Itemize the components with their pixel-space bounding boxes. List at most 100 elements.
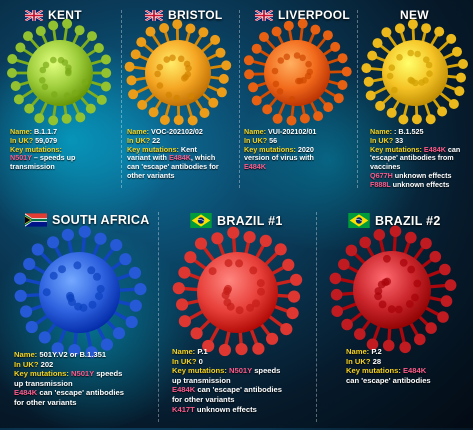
in-uk-value: 56 xyxy=(269,136,277,145)
name-value: : B.1.525 xyxy=(394,127,424,136)
in-uk-row: In UK? 0 xyxy=(172,357,317,367)
virus-illustration-brazil-2 xyxy=(327,225,457,360)
key-mutations-label: Key mutations: xyxy=(10,145,62,154)
mutation-code: K417T xyxy=(172,405,195,414)
key-mutations-label: Key mutations: xyxy=(127,145,179,154)
mutation-code: Q677H xyxy=(370,171,393,180)
name-value: P.2 xyxy=(371,347,381,356)
name-value: VUI-202102/01 xyxy=(268,127,316,136)
key-mutations-row: Key mutations: N501Y speeds xyxy=(172,366,317,376)
in-uk-value: 28 xyxy=(373,357,381,366)
in-uk-label: In UK? xyxy=(244,136,267,145)
key-mutations-label: Key mutations: xyxy=(14,369,69,378)
mutation-text: can 'escape' antibodies xyxy=(346,376,431,385)
mutation-line: F888L unknown effects xyxy=(370,181,472,190)
mutation-line: K417T unknown effects xyxy=(172,405,317,415)
mutation-text: unknown effects xyxy=(393,171,452,180)
in-uk-label: In UK? xyxy=(346,357,370,366)
name-label: Name: xyxy=(244,127,266,136)
mutation-text: , which xyxy=(191,153,215,162)
in-uk-label: In UK? xyxy=(370,136,393,145)
in-uk-value: 33 xyxy=(395,136,403,145)
name-label: Name: xyxy=(14,350,37,359)
name-row: Name: P.2 xyxy=(346,347,472,357)
name-label: Name: xyxy=(172,347,195,356)
mutation-text: vaccines xyxy=(370,162,400,171)
virus-illustration-kent xyxy=(5,18,115,133)
mutation-text: can xyxy=(448,145,460,154)
mutation-line: E484K can 'escape' antibodies xyxy=(172,385,317,395)
divider-3 xyxy=(357,10,359,188)
mutation-code: N501Y xyxy=(229,366,252,375)
divider-2 xyxy=(239,10,241,188)
name-value: B.1.1.7 xyxy=(34,127,57,136)
mutation-line: transmission xyxy=(10,163,120,172)
mutation-line: for other variants xyxy=(172,395,317,405)
virus-illustration-brazil-1 xyxy=(170,225,305,365)
name-value: P.1 xyxy=(197,347,207,356)
in-uk-row: In UK? 202 xyxy=(14,360,159,370)
name-label: Name: xyxy=(370,127,392,136)
in-uk-value: 59,079 xyxy=(35,136,57,145)
mutation-text: unknown effects xyxy=(195,405,257,414)
mutation-text: 'escape' antibodies from xyxy=(370,153,454,162)
name-row: Name: 501Y.V2 or B.1.351 xyxy=(14,350,159,360)
mutation-line: E484K can 'escape' antibodies xyxy=(14,388,159,398)
mutation-code: E484K xyxy=(403,366,426,375)
mutation-text: unknown effects xyxy=(391,180,450,189)
mutation-line: other variants xyxy=(127,172,239,181)
in-uk-label: In UK? xyxy=(10,136,33,145)
mutation-code: E484K xyxy=(244,162,266,171)
mutation-text: can 'escape' antibodies xyxy=(195,385,282,394)
mutation-text: speeds xyxy=(254,366,280,375)
mutation-text: version of virus with xyxy=(244,153,314,162)
mutation-text: transmission xyxy=(10,162,55,171)
mutation-code: N501Y xyxy=(71,369,94,378)
mutation-code: E484K xyxy=(424,145,446,154)
mutation-line: E484K xyxy=(244,163,356,172)
mutation-text: up transmission xyxy=(14,379,73,388)
mutation-code: E484K xyxy=(172,385,195,394)
mutation-code: F888L xyxy=(370,180,391,189)
mutation-text: can 'escape' antibodies xyxy=(37,388,124,397)
mutation-line: can 'escape' antibodies xyxy=(346,376,472,386)
in-uk-label: In UK? xyxy=(14,360,38,369)
mutation-line: up transmission xyxy=(14,379,159,389)
mutation-text: for other variants xyxy=(14,398,76,407)
in-uk-label: In UK? xyxy=(127,136,150,145)
key-mutations-label: Key mutations: xyxy=(244,145,296,154)
key-mutations-row: Key mutations: E484K xyxy=(346,366,472,376)
in-uk-value: 0 xyxy=(199,357,203,366)
mutation-line: up transmission xyxy=(172,376,317,386)
key-mutations-label: Key mutations: xyxy=(172,366,227,375)
key-mutations-label: Key mutations: xyxy=(346,366,401,375)
mutation-text: up transmission xyxy=(172,376,231,385)
mutation-text: variant with xyxy=(127,153,169,162)
mutation-text: 2020 xyxy=(298,145,314,154)
mutation-text: Kent xyxy=(181,145,197,154)
name-label: Name: xyxy=(127,127,149,136)
in-uk-value: 202 xyxy=(41,360,54,369)
name-value: 501Y.V2 or B.1.351 xyxy=(39,350,106,359)
mutation-text: – speeds up xyxy=(32,153,76,162)
virus-illustration-liverpool xyxy=(242,18,352,133)
virus-illustration-south-africa xyxy=(12,225,147,365)
name-label: Name: xyxy=(346,347,369,356)
name-value: VOC-202102/02 xyxy=(151,127,203,136)
virus-illustration-bristol xyxy=(123,18,233,133)
mutation-text: can 'escape' antibodies for xyxy=(127,162,219,171)
virus-illustration-new xyxy=(360,18,470,133)
mutation-text: speeds xyxy=(96,369,122,378)
name-label: Name: xyxy=(10,127,32,136)
mutation-code: E484K xyxy=(169,153,191,162)
key-mutations-label: Key mutations: xyxy=(370,145,422,154)
mutation-text: for other variants xyxy=(172,395,234,404)
in-uk-value: 22 xyxy=(152,136,160,145)
in-uk-row: In UK? 28 xyxy=(346,357,472,367)
